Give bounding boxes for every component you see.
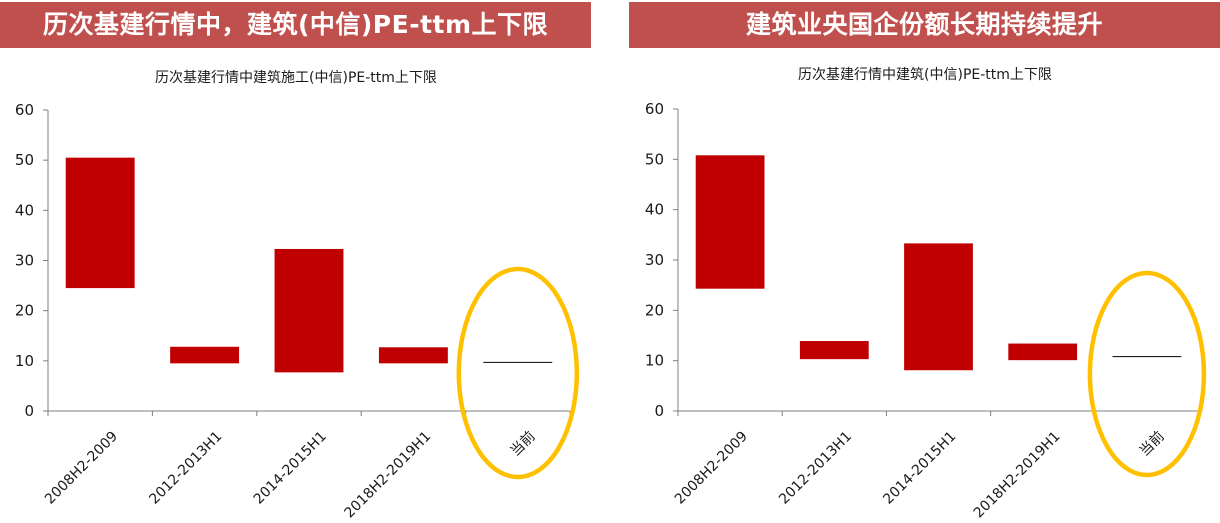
range-bar — [1008, 343, 1078, 361]
x-category-label: 2012-2013H1 — [146, 429, 225, 508]
x-category-label: 2012-2013H1 — [776, 429, 855, 508]
range-bar — [65, 157, 135, 289]
x-category-label: 2008H2-2009 — [672, 429, 751, 508]
right-panel: 建筑业央国企份额长期持续提升 历次基建行情中建筑(中信)PE-ttm上下限 0 10… — [629, 0, 1220, 523]
left-banner-title: 历次基建行情中，建筑(中信)PE-ttm上下限 — [0, 2, 591, 48]
highlight-ellipse — [456, 266, 580, 480]
x-category-label: 当前 — [507, 428, 539, 460]
x-category-label: 2014-2015H1 — [880, 429, 959, 508]
range-bar — [904, 243, 973, 371]
range-bar — [274, 248, 344, 373]
x-category-label: 2014-2015H1 — [251, 429, 330, 508]
x-category-label: 2018H2-2019H1 — [971, 429, 1064, 522]
y-tick-label: 50 — [645, 150, 664, 168]
y-tick-label: 60 — [645, 100, 664, 118]
right-range-chart: 历次基建行情中建筑(中信)PE-ttm上下限 0 10 20 30 40 50 60 2008H… — [645, 66, 1207, 522]
y-tick-label: 0 — [654, 402, 664, 420]
y-tick-label: 10 — [15, 352, 34, 370]
left-range-chart: 历次基建行情中建筑施工(中信)PE-ttm上下限 0 10 20 30 40 50 60 200… — [15, 69, 580, 522]
x-category-label: 当前 — [1136, 428, 1168, 460]
range-bar — [378, 347, 448, 364]
y-tick-label: 30 — [15, 252, 34, 270]
y-tick-label: 10 — [645, 352, 664, 370]
range-bar — [799, 341, 869, 360]
y-tick-label: 40 — [645, 201, 664, 219]
range-bar — [695, 155, 765, 289]
y-tick-label: 20 — [645, 301, 664, 319]
x-category-label: 2018H2-2019H1 — [341, 429, 434, 522]
y-tick-label: 40 — [15, 201, 34, 219]
chart-title: 历次基建行情中建筑施工(中信)PE-ttm上下限 — [155, 69, 437, 86]
y-tick-label: 20 — [15, 302, 34, 320]
left-panel: 历次基建行情中，建筑(中信)PE-ttm上下限 历次基建行情中建筑施工(中信)P… — [0, 0, 591, 523]
x-category-label: 2008H2-2009 — [42, 429, 121, 508]
y-tick-label: 30 — [645, 251, 664, 269]
right-banner-title: 建筑业央国企份额长期持续提升 — [629, 2, 1220, 48]
y-tick-label: 50 — [15, 151, 34, 169]
y-tick-label: 0 — [24, 402, 34, 420]
chart-title: 历次基建行情中建筑(中信)PE-ttm上下限 — [798, 66, 1052, 83]
highlight-ellipse — [1087, 270, 1207, 478]
range-bar — [170, 346, 240, 364]
y-tick-label: 60 — [15, 101, 34, 119]
